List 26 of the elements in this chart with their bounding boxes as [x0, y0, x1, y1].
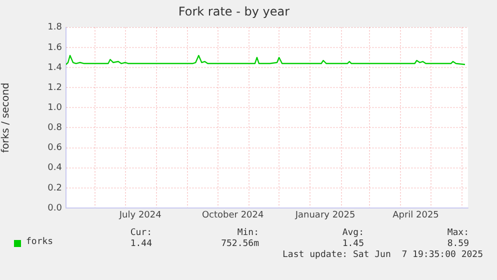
x-tick-label: July 2024 [118, 210, 162, 221]
y-tick-label: 1.4 [48, 62, 62, 73]
text: Min: [237, 228, 259, 239]
text: Max: [447, 228, 469, 239]
text: 1.44 [130, 239, 152, 250]
y-tick-label: 1.6 [48, 42, 62, 53]
text: 752.56m [221, 239, 259, 250]
y-tick-label: 0.6 [48, 143, 62, 154]
text: Last update: Sat Jun 7 19:35:00 2025 [282, 250, 483, 261]
text: Avg: [342, 228, 364, 239]
text: 1.45 [342, 239, 364, 250]
x-tick-label: January 2025 [294, 210, 356, 221]
y-tick-label: 0.4 [48, 163, 62, 174]
y-axis-title: forks / second [0, 82, 12, 153]
y-tick-label: 0.8 [48, 123, 62, 134]
y-tick-label: 1.0 [48, 103, 62, 114]
y-tick-label: 0.2 [48, 183, 62, 194]
text: 8.59 [447, 239, 469, 250]
chart-title: Fork rate - by year [178, 4, 290, 18]
x-tick-label: October 2024 [202, 210, 264, 221]
text: Cur: [130, 228, 152, 239]
legend-label: forks [26, 237, 54, 248]
y-tick-label: 1.8 [48, 22, 62, 33]
y-tick-label: 0.0 [48, 203, 62, 214]
x-tick-label: April 2025 [392, 210, 439, 221]
y-tick-label: 1.2 [48, 82, 62, 93]
